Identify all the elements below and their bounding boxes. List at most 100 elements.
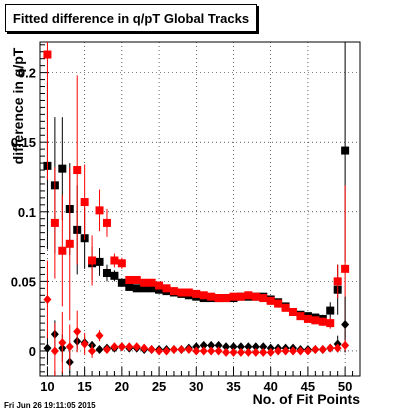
y-axis-label-text: difference in q/pT: [10, 47, 26, 165]
y-tick-label: 0: [29, 344, 36, 359]
data-point: [140, 343, 149, 353]
data-point: [311, 345, 320, 355]
data-point: [326, 343, 335, 353]
data-point: [274, 299, 283, 308]
data-point: [80, 198, 89, 207]
series-3: [43, 260, 350, 376]
data-point: [102, 345, 111, 355]
x-tick-label: 40: [263, 379, 277, 394]
data-point: [140, 278, 149, 287]
plot-frame: [39, 41, 361, 377]
x-tick-label: 30: [189, 379, 203, 394]
data-point: [326, 306, 335, 315]
y-tick-label: 0.2: [18, 66, 36, 81]
data-point: [192, 346, 201, 356]
data-point: [95, 257, 104, 266]
data-point: [281, 303, 290, 312]
x-tick-label: 35: [226, 379, 240, 394]
data-point: [102, 218, 111, 227]
data-point: [73, 166, 82, 175]
data-point: [184, 288, 193, 297]
data-point: [43, 343, 52, 353]
data-point: [333, 277, 342, 286]
data-point: [289, 307, 298, 316]
data-point: [155, 346, 164, 356]
data-point: [50, 346, 59, 356]
data-point: [326, 319, 335, 328]
data-point: [207, 292, 216, 301]
data-point: [318, 345, 327, 355]
data-point: [266, 347, 275, 357]
x-axis-label: No. of Fit Points: [252, 391, 360, 407]
data-point: [43, 294, 52, 304]
data-point: [311, 316, 320, 325]
x-tick-label: 10: [40, 379, 54, 394]
data-point: [95, 206, 104, 215]
data-point: [259, 342, 268, 352]
data-point: [222, 347, 231, 357]
data-point: [169, 345, 178, 355]
data-point: [110, 271, 119, 280]
data-point: [88, 346, 97, 356]
data-point: [184, 345, 193, 355]
data-point: [341, 320, 350, 330]
data-point: [289, 346, 298, 356]
data-point: [199, 340, 208, 350]
timestamp: Fri Jun 26 19:11:05 2015: [4, 401, 96, 410]
data-point: [177, 288, 186, 297]
data-point: [117, 342, 126, 352]
data-point: [162, 346, 171, 356]
data-point: [229, 292, 238, 301]
data-point: [236, 342, 245, 352]
data-point: [296, 312, 305, 321]
data-point: [236, 347, 245, 357]
data-point: [199, 346, 208, 356]
y-tick-label: 0.05: [11, 274, 36, 289]
series-1: [43, 42, 350, 353]
data-point: [110, 342, 119, 352]
data-point: [259, 294, 268, 303]
x-tick-label: 25: [152, 379, 166, 394]
data-point: [281, 346, 290, 356]
data-point: [125, 275, 134, 284]
x-tick-label: 20: [115, 379, 129, 394]
data-point: [125, 282, 134, 291]
data-point: [169, 287, 178, 296]
data-point: [177, 345, 186, 355]
data-point: [155, 281, 164, 290]
data-point: [95, 331, 104, 341]
data-point: [341, 264, 350, 273]
data-point: [266, 296, 275, 305]
data-point: [251, 342, 260, 352]
data-point: [162, 284, 171, 293]
data-point: [214, 294, 223, 303]
data-point: [132, 284, 141, 293]
data-point: [214, 340, 223, 350]
data-point: [222, 294, 231, 303]
data-point: [88, 256, 97, 265]
x-tick-label: 45: [301, 379, 315, 394]
data-point: [58, 164, 67, 173]
data-point: [244, 347, 253, 357]
chart-title: Fitted difference in q/pT Global Tracks: [5, 4, 257, 32]
data-point: [207, 340, 216, 350]
data-point: [147, 278, 156, 287]
y-tick-label: 0.15: [11, 135, 36, 150]
data-point: [296, 346, 305, 356]
data-point: [140, 284, 149, 293]
data-point: [110, 256, 119, 265]
data-point: [251, 292, 260, 301]
x-tick-label: 15: [77, 379, 91, 394]
data-point: [65, 239, 74, 248]
data-point: [65, 342, 74, 352]
data-point: [318, 317, 327, 326]
data-point: [95, 345, 104, 355]
data-point: [214, 346, 223, 356]
data-point: [274, 346, 283, 356]
data-point: [147, 345, 156, 355]
data-point: [236, 292, 245, 301]
data-point: [132, 275, 141, 284]
data-point: [73, 326, 82, 336]
data-point: [132, 342, 141, 352]
